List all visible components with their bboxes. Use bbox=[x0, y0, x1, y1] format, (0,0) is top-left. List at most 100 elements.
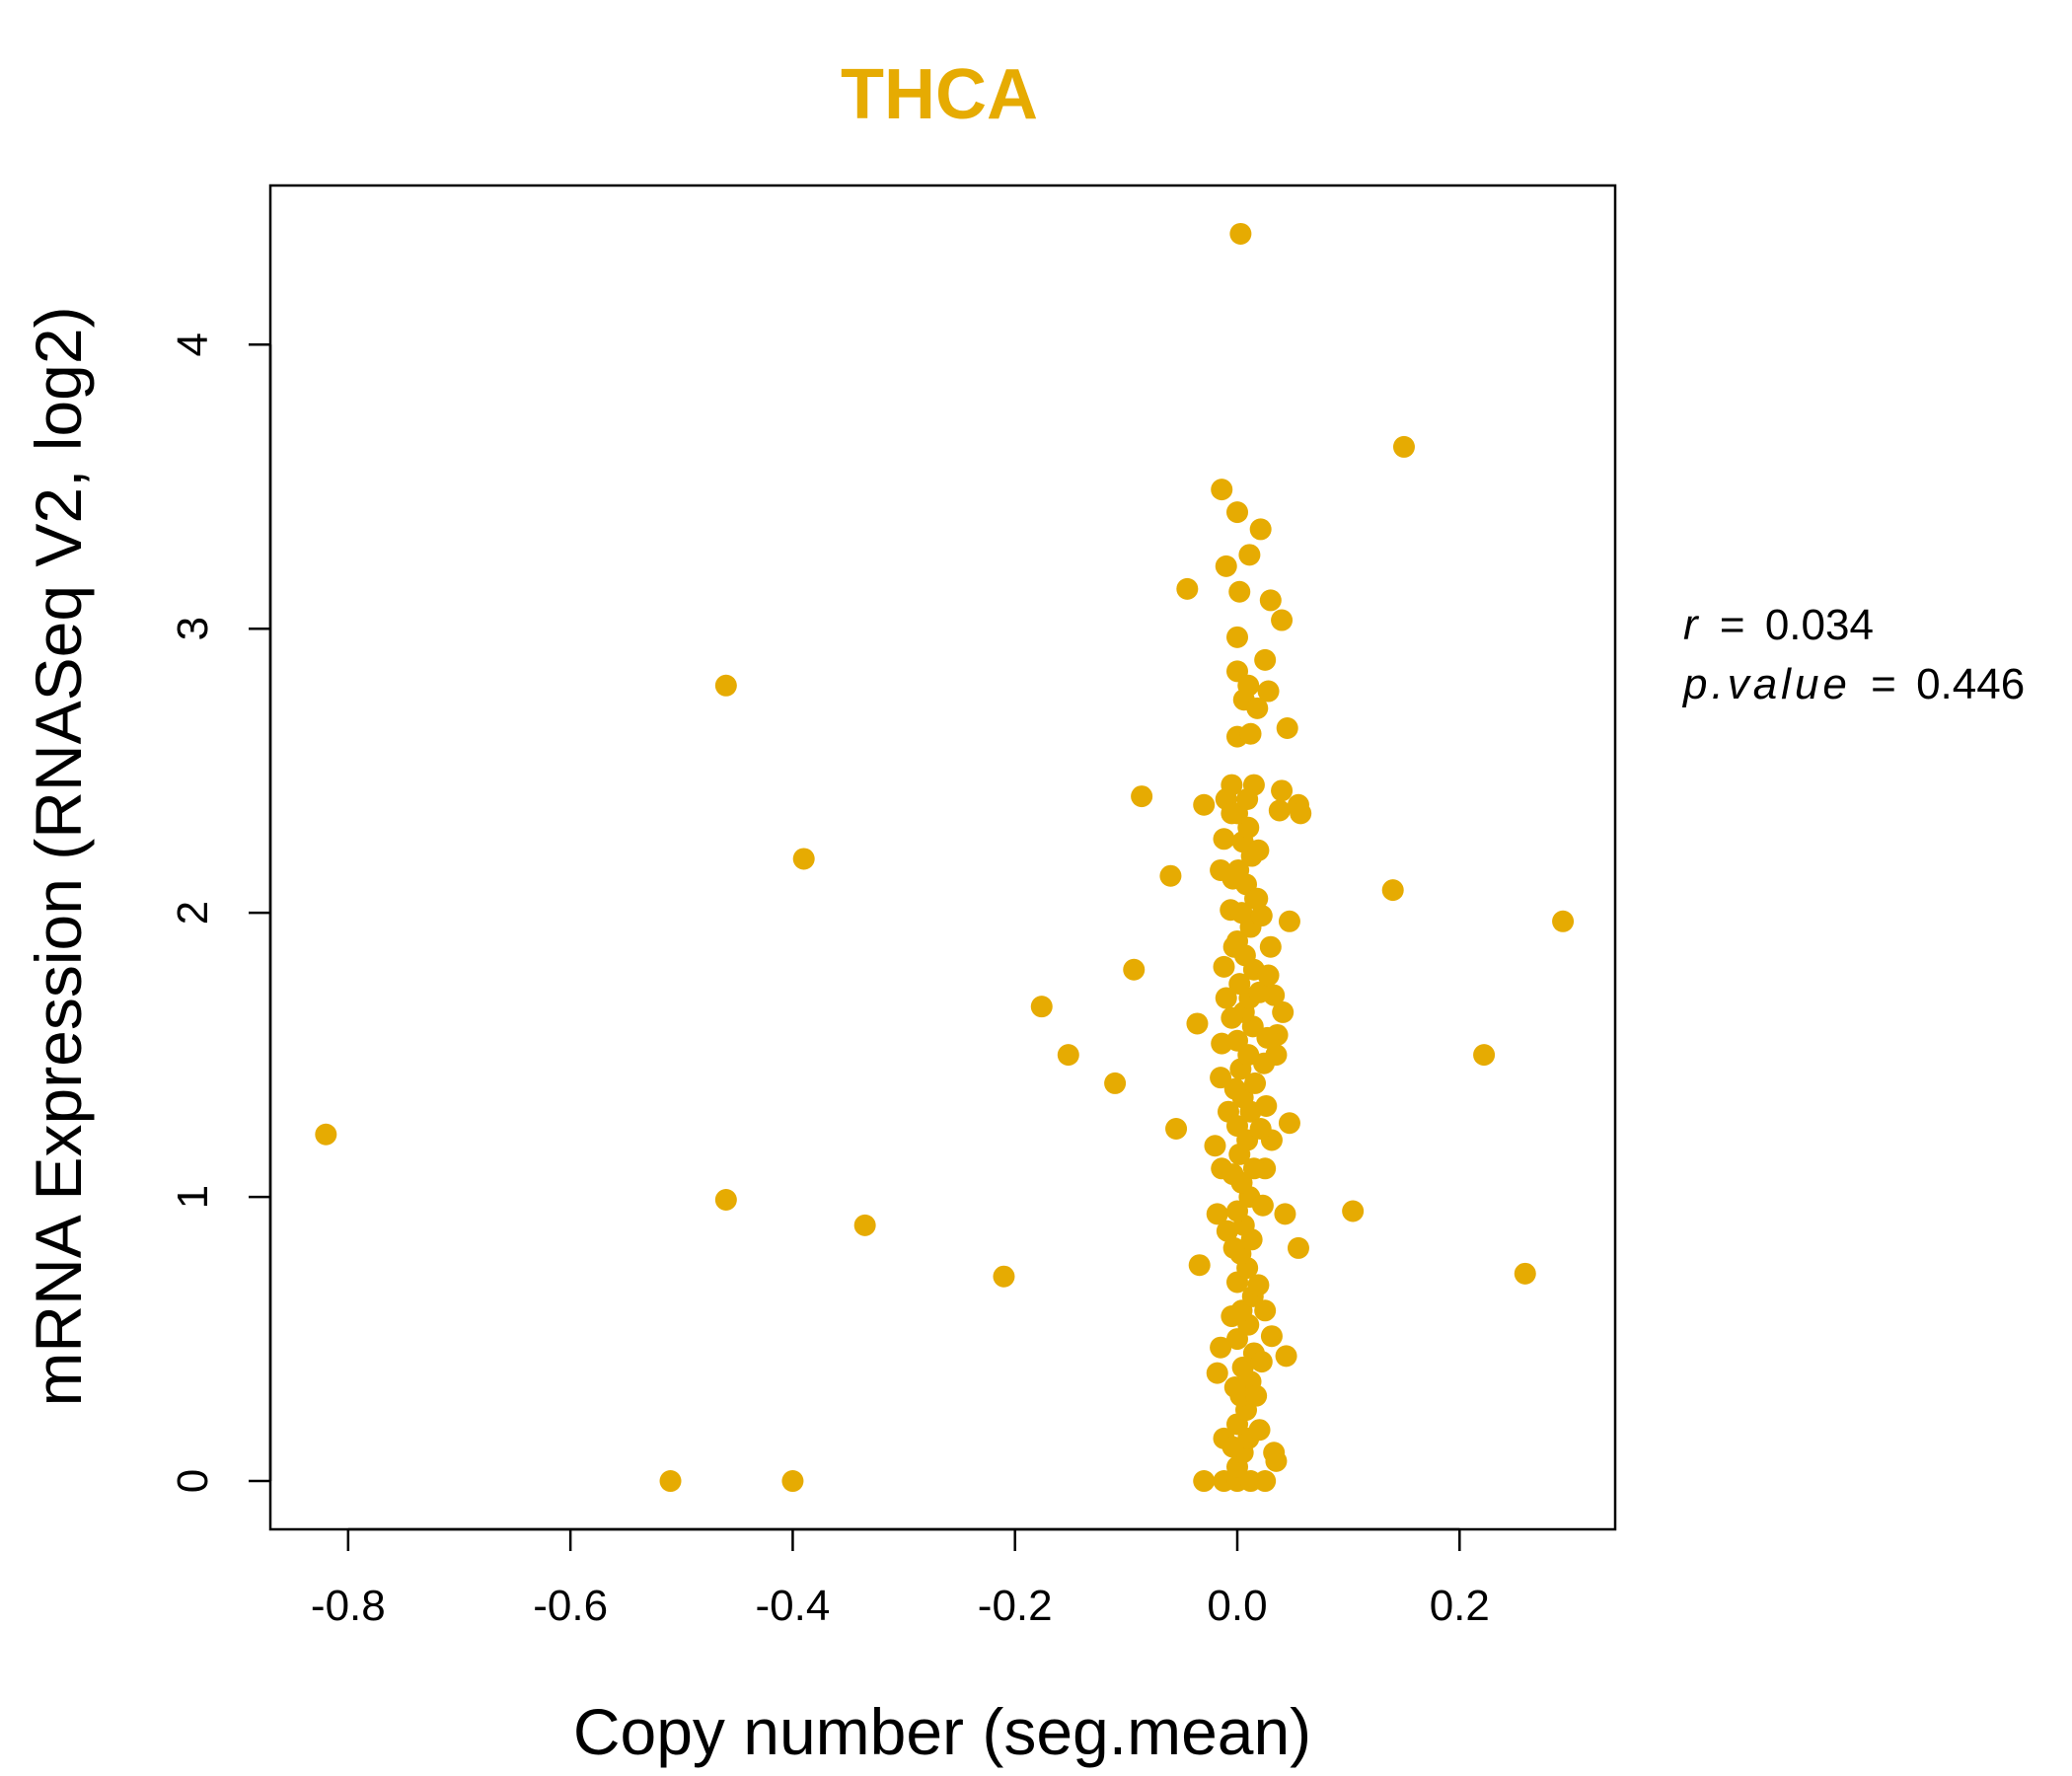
y-tick-label: 4 bbox=[169, 333, 217, 356]
x-tick-label: 0.2 bbox=[1430, 1582, 1490, 1630]
data-point bbox=[1268, 799, 1291, 822]
data-point bbox=[714, 674, 737, 697]
data-point bbox=[853, 1214, 876, 1236]
data-point bbox=[1216, 1220, 1238, 1242]
data-point bbox=[1392, 435, 1415, 458]
data-point bbox=[1206, 1203, 1228, 1225]
data-point bbox=[1206, 1362, 1228, 1384]
correlation-stats: r = 0.034 p.value = 0.446 bbox=[1681, 601, 2025, 708]
x-tick-label: -0.6 bbox=[533, 1582, 608, 1630]
y-tick-label: 1 bbox=[169, 1185, 217, 1209]
data-point bbox=[1213, 955, 1235, 978]
p-value: 0.446 bbox=[1916, 660, 2025, 708]
data-point bbox=[1221, 1305, 1243, 1328]
data-point bbox=[1221, 867, 1244, 890]
data-point bbox=[1204, 1135, 1226, 1157]
x-tick-label: -0.2 bbox=[978, 1582, 1053, 1630]
data-point bbox=[1226, 1115, 1249, 1138]
data-point bbox=[1221, 1163, 1244, 1186]
data-point bbox=[1188, 1254, 1211, 1277]
r-stat: r = 0.034 bbox=[1683, 601, 1874, 649]
data-points bbox=[315, 222, 1575, 1493]
chart-title: THCA bbox=[841, 55, 1038, 134]
data-point bbox=[1215, 987, 1237, 1009]
data-point bbox=[1238, 544, 1261, 566]
data-point bbox=[1253, 1052, 1276, 1074]
data-point bbox=[1254, 1299, 1277, 1322]
data-point bbox=[1249, 1117, 1272, 1140]
data-point bbox=[1275, 1345, 1297, 1368]
data-point bbox=[1211, 479, 1233, 501]
data-point bbox=[1381, 879, 1404, 902]
data-point bbox=[1259, 935, 1282, 958]
data-point bbox=[1226, 501, 1249, 524]
data-point bbox=[1473, 1044, 1496, 1067]
data-point bbox=[1030, 996, 1053, 1018]
data-point bbox=[1290, 802, 1312, 825]
data-point bbox=[1221, 1436, 1244, 1458]
data-point bbox=[1193, 1470, 1216, 1493]
data-point bbox=[1251, 1194, 1274, 1217]
data-point bbox=[1342, 1200, 1365, 1222]
data-point bbox=[1159, 864, 1182, 887]
data-point bbox=[1228, 973, 1251, 996]
data-point bbox=[1104, 1072, 1127, 1094]
data-point bbox=[1222, 1236, 1245, 1259]
p-equals: = bbox=[1871, 660, 1896, 708]
y-tick-label: 0 bbox=[169, 1469, 217, 1493]
data-point bbox=[1228, 580, 1251, 603]
data-point bbox=[1057, 1044, 1079, 1067]
data-point bbox=[714, 1188, 737, 1211]
r-label: r bbox=[1683, 601, 1700, 649]
data-point bbox=[1176, 577, 1199, 600]
data-point bbox=[1246, 697, 1269, 719]
data-point bbox=[1123, 958, 1146, 981]
data-point bbox=[1247, 1274, 1270, 1296]
y-tick-label: 3 bbox=[169, 617, 217, 640]
data-point bbox=[1239, 722, 1262, 745]
data-point bbox=[1223, 1376, 1246, 1399]
data-point bbox=[1257, 964, 1280, 987]
data-point bbox=[1186, 1012, 1209, 1035]
data-point bbox=[1278, 910, 1300, 932]
data-point bbox=[1226, 626, 1249, 648]
x-axis-label: Copy number (seg.mean) bbox=[573, 1695, 1311, 1768]
x-axis: -0.8 -0.6 -0.4 -0.2 0.0 0.2 bbox=[311, 1527, 1490, 1630]
data-point bbox=[1278, 1112, 1300, 1135]
data-point bbox=[1256, 1026, 1279, 1049]
data-point bbox=[1255, 1094, 1278, 1117]
p-label: p.value bbox=[1681, 660, 1851, 708]
x-tick-label: -0.4 bbox=[756, 1582, 831, 1630]
data-point bbox=[1287, 1236, 1309, 1259]
data-point bbox=[1246, 887, 1269, 910]
plot-frame bbox=[268, 184, 1617, 1531]
data-point bbox=[1242, 1157, 1265, 1180]
data-point bbox=[1274, 1203, 1296, 1225]
data-point bbox=[1248, 1419, 1271, 1442]
data-point bbox=[1272, 1000, 1295, 1023]
data-point bbox=[659, 1470, 682, 1493]
data-point bbox=[1514, 1262, 1536, 1285]
data-point bbox=[993, 1265, 1015, 1288]
data-point bbox=[1552, 910, 1575, 932]
x-tick-label: -0.8 bbox=[311, 1582, 386, 1630]
data-point bbox=[1213, 828, 1235, 851]
data-point bbox=[1259, 589, 1282, 612]
data-point bbox=[1250, 1351, 1273, 1373]
data-point bbox=[315, 1123, 337, 1146]
data-point bbox=[1248, 981, 1271, 1003]
data-point bbox=[1254, 1470, 1277, 1493]
data-point bbox=[1229, 222, 1252, 245]
data-point bbox=[1222, 935, 1245, 958]
y-axis: 0 1 2 3 4 bbox=[169, 333, 272, 1493]
data-point bbox=[1271, 609, 1294, 631]
y-tick-label: 2 bbox=[169, 901, 217, 925]
data-point bbox=[1223, 1077, 1246, 1100]
data-point bbox=[1226, 1029, 1249, 1052]
data-point bbox=[792, 848, 815, 870]
y-axis-label: mRNA Expression (RNASeq V2, log2) bbox=[22, 306, 95, 1406]
data-point bbox=[1271, 779, 1294, 802]
data-point bbox=[781, 1470, 804, 1493]
data-point bbox=[1244, 1072, 1267, 1094]
